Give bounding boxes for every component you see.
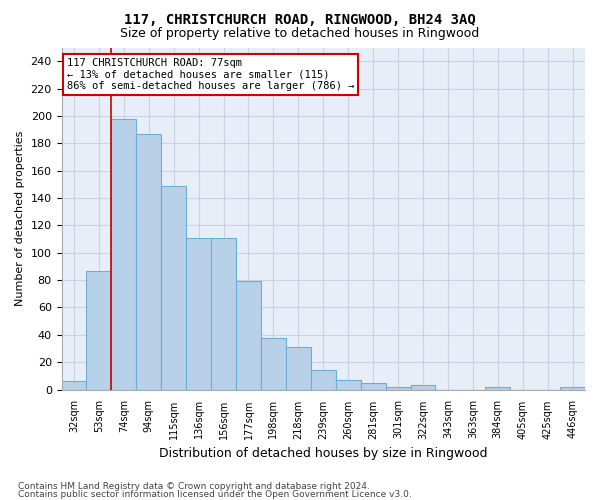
Bar [386,387,410,390]
Text: 117 CHRISTCHURCH ROAD: 77sqm
← 13% of detached houses are smaller (115)
86% of s: 117 CHRISTCHURCH ROAD: 77sqm ← 13% of de… [67,58,354,91]
Text: Size of property relative to detached houses in Ringwood: Size of property relative to detached ho… [121,28,479,40]
Bar [236,282,261,390]
Bar [410,386,436,390]
Bar [485,387,510,390]
Bar [86,270,112,390]
X-axis label: Distribution of detached houses by size in Ringwood: Distribution of detached houses by size … [159,447,488,460]
Bar [211,238,236,390]
Text: Contains HM Land Registry data © Crown copyright and database right 2024.: Contains HM Land Registry data © Crown c… [18,482,370,491]
Bar [62,382,86,390]
Text: 117, CHRISTCHURCH ROAD, RINGWOOD, BH24 3AQ: 117, CHRISTCHURCH ROAD, RINGWOOD, BH24 3… [124,12,476,26]
Text: Contains public sector information licensed under the Open Government Licence v3: Contains public sector information licen… [18,490,412,499]
Bar [311,370,336,390]
Bar [560,387,585,390]
Bar [136,134,161,390]
Y-axis label: Number of detached properties: Number of detached properties [15,131,25,306]
Bar [161,186,186,390]
Bar [286,347,311,390]
Bar [186,238,211,390]
Bar [361,382,386,390]
Bar [336,380,361,390]
Bar [261,338,286,390]
Bar [112,118,136,390]
